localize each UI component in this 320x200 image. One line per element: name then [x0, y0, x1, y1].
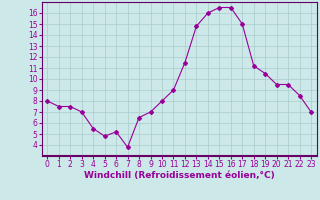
X-axis label: Windchill (Refroidissement éolien,°C): Windchill (Refroidissement éolien,°C) — [84, 171, 275, 180]
